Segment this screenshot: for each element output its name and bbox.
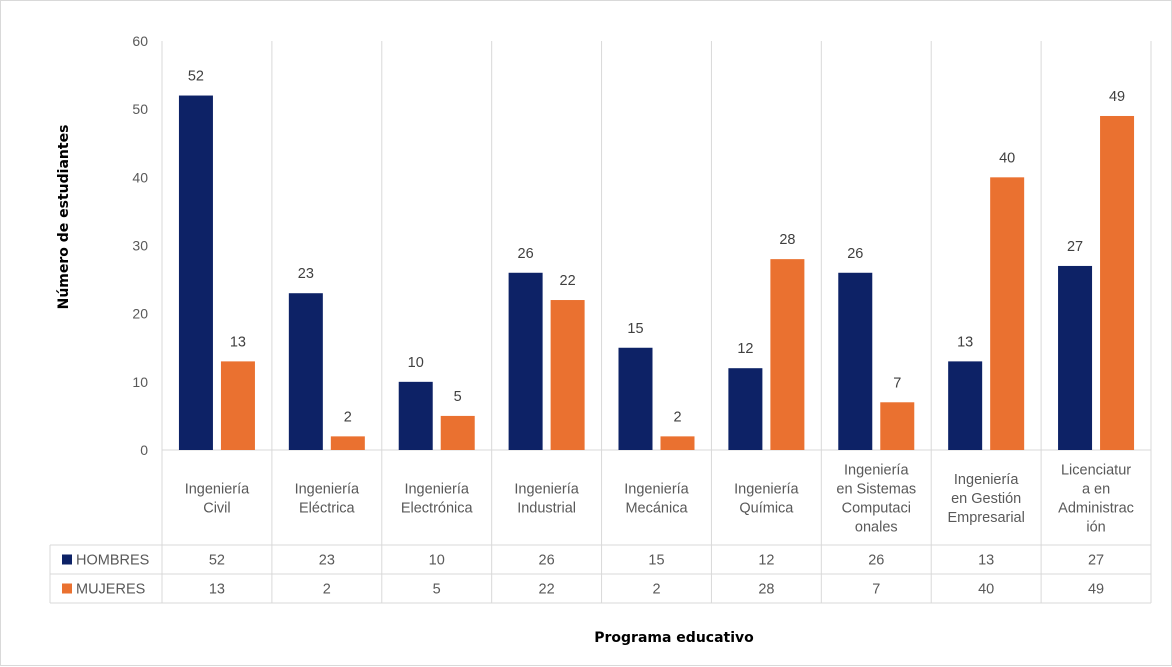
data-label: 15 xyxy=(627,321,643,337)
data-label: 28 xyxy=(779,232,795,248)
table-cell: 49 xyxy=(1088,582,1104,598)
data-label: 52 xyxy=(188,69,204,85)
category-label: Ingeniería Industrial xyxy=(514,482,579,517)
bar-hombres xyxy=(838,272,873,450)
legend-swatch-hombres xyxy=(62,554,72,565)
y-tick-label: 40 xyxy=(132,169,148,185)
bar-hombres xyxy=(728,368,763,450)
category-label: Ingeniería Química xyxy=(734,482,799,517)
grid-layer xyxy=(161,41,1152,603)
legend-label: HOMBRES xyxy=(76,553,149,569)
legend-label: MUJERES xyxy=(76,582,145,598)
data-label: 23 xyxy=(298,266,314,282)
bar-hombres xyxy=(618,347,653,450)
table-cell: 7 xyxy=(872,582,880,598)
data-label: 13 xyxy=(957,334,973,350)
data-label: 26 xyxy=(518,246,534,262)
bar-hombres xyxy=(178,95,213,451)
category-labels: Ingeniería Civil Ingeniería Eléctrica Ingeni… xyxy=(185,463,1134,536)
table-cell: 27 xyxy=(1088,553,1104,569)
y-tick-label: 50 xyxy=(132,101,148,117)
bar-hombres xyxy=(948,361,983,450)
bar-hombres xyxy=(508,272,543,450)
bar-mujeres xyxy=(660,436,695,450)
data-label: 10 xyxy=(408,355,424,371)
table-cell: 28 xyxy=(758,582,774,598)
data-label: 27 xyxy=(1067,239,1083,255)
table-cell: 2 xyxy=(652,582,660,598)
bar-mujeres xyxy=(330,436,365,450)
bar-mujeres xyxy=(1100,115,1135,450)
table-cell: 52 xyxy=(209,553,225,569)
data-label: 2 xyxy=(344,409,352,425)
bars xyxy=(178,95,1135,451)
x-axis-title: Programa educativo xyxy=(594,630,754,646)
y-tick-label: 10 xyxy=(132,374,148,390)
y-axis-title: Número de estudiantes xyxy=(56,125,72,310)
category-label: Ingeniería en Gestión Empresarial xyxy=(947,472,1024,526)
data-label: 40 xyxy=(999,150,1015,166)
bar-mujeres xyxy=(550,300,585,450)
data-label: 12 xyxy=(737,341,753,357)
data-label: 2 xyxy=(673,409,681,425)
y-tick-label: 0 xyxy=(140,442,148,458)
y-tick-label: 60 xyxy=(132,33,148,49)
table-cell: 23 xyxy=(319,553,335,569)
category-label: Ingeniería Mecánica xyxy=(624,482,689,517)
table-cell: 13 xyxy=(209,582,225,598)
bar-mujeres xyxy=(880,402,915,450)
bar-hombres xyxy=(398,381,433,450)
y-tick-label: 20 xyxy=(132,306,148,322)
bar-hombres xyxy=(288,293,323,450)
bar-hombres xyxy=(1058,265,1093,450)
category-label: Licenciatur a en Administrac ión xyxy=(1058,463,1134,536)
y-tick-labels: 0 10 20 30 40 50 60 xyxy=(132,33,148,458)
bar-mujeres xyxy=(770,259,805,450)
data-label: 13 xyxy=(230,334,246,350)
category-label: Ingeniería Eléctrica xyxy=(295,482,360,517)
category-label: Ingeniería Civil xyxy=(185,482,250,517)
bar-mujeres xyxy=(220,361,255,450)
table-cell: 26 xyxy=(539,553,555,569)
category-label: Ingeniería en Sistemas Computaci onales xyxy=(836,463,916,536)
data-label: 26 xyxy=(847,246,863,262)
table-cell: 22 xyxy=(539,582,555,598)
bar-mujeres xyxy=(440,415,475,450)
table-cell: 12 xyxy=(758,553,774,569)
y-tick-label: 30 xyxy=(132,238,148,254)
table-cell: 26 xyxy=(868,553,884,569)
bar-mujeres xyxy=(990,177,1025,451)
data-label: 22 xyxy=(560,273,576,289)
data-label: 5 xyxy=(454,389,462,405)
table-cell: 5 xyxy=(433,582,441,598)
data-label: 49 xyxy=(1109,89,1125,105)
table-cell: 15 xyxy=(648,553,664,569)
table-cell: 13 xyxy=(978,553,994,569)
category-label: Ingeniería Electrónica xyxy=(401,482,474,517)
data-label: 7 xyxy=(893,375,901,391)
table-cell: 10 xyxy=(429,553,445,569)
table-cell: 40 xyxy=(978,582,994,598)
legend-swatch-mujeres xyxy=(62,583,72,594)
table-cell: 2 xyxy=(323,582,331,598)
